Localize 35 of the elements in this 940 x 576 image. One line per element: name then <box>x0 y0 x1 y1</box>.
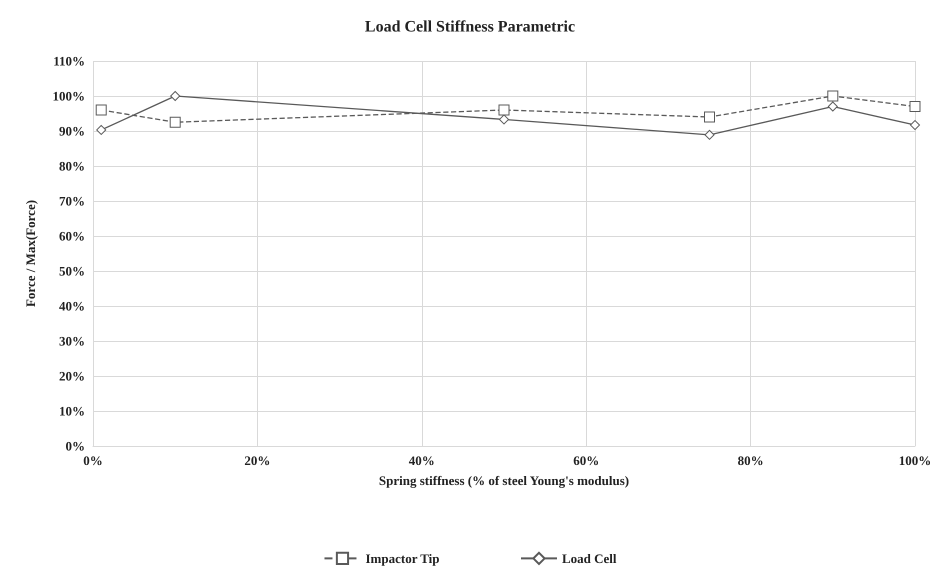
y-tick-label: 60% <box>59 228 85 244</box>
legend-label: Load Cell <box>562 550 617 566</box>
point <box>828 102 838 112</box>
point <box>704 130 714 140</box>
y-tick-label: 30% <box>59 334 85 348</box>
x-tick-label: 40% <box>408 453 435 468</box>
point <box>498 104 510 116</box>
x-tick-label: 0% <box>83 453 103 468</box>
x-axis-title: Spring stiffness (% of steel Young's modulus) <box>378 473 630 488</box>
y-tick-label: 80% <box>59 158 85 174</box>
y-tick-label: 40% <box>59 298 85 314</box>
x-tick-label: 100% <box>898 453 932 468</box>
y-tick-label: 110% <box>53 54 85 68</box>
point <box>170 91 180 101</box>
y-tick-label: 10% <box>59 404 85 418</box>
y-tick-label: 100% <box>52 88 85 104</box>
point <box>910 120 920 130</box>
y-tick-label: 70% <box>59 194 85 208</box>
point <box>827 90 838 102</box>
point <box>704 112 715 122</box>
point <box>96 104 107 116</box>
y-tick-label: 20% <box>59 368 85 384</box>
y-tick-label: 50% <box>59 264 85 278</box>
x-tick-label: 60% <box>573 453 600 468</box>
legend-label: Impactor Tip <box>365 550 440 566</box>
x-tick-label: 80% <box>738 453 764 468</box>
point <box>910 101 920 112</box>
y-tick-label: 90% <box>59 124 85 138</box>
y-axis-title: Force / Max(Force) <box>23 200 38 308</box>
point <box>96 124 106 135</box>
chart-title: Load Cell Stiffness Parametric <box>364 18 576 36</box>
y-tick-label: 0% <box>66 438 85 454</box>
point <box>170 116 181 128</box>
point <box>499 114 509 124</box>
x-tick-label: 20% <box>244 453 270 468</box>
